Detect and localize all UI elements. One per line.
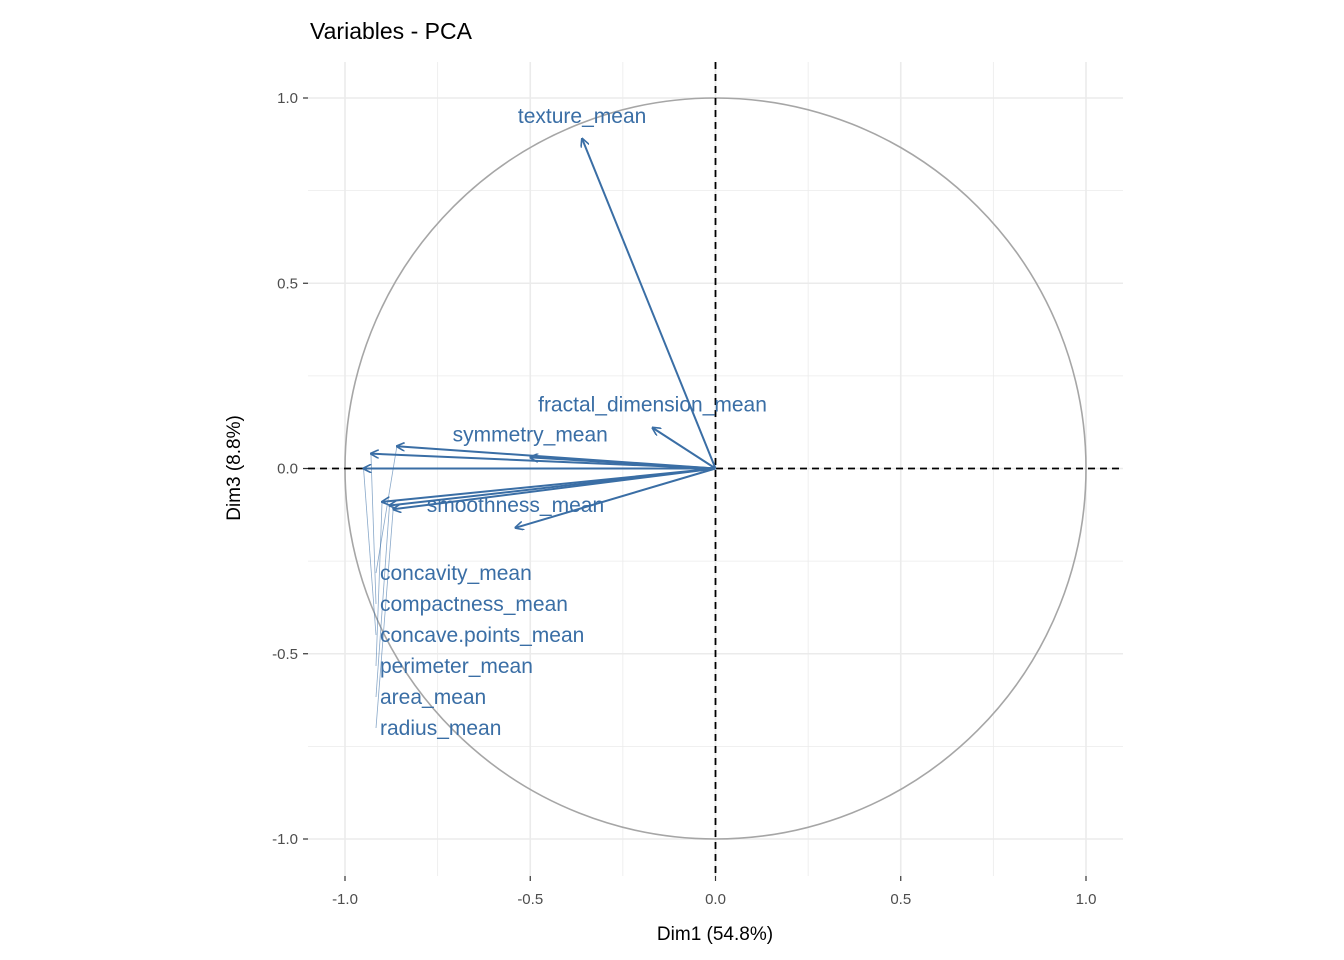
variable-label-concavity_mean: concavity_mean	[380, 562, 532, 585]
variable-labels: texture_mean fractal_dimension_meansymmet…	[363, 105, 767, 740]
y-tick-label: 0.5	[277, 275, 298, 292]
leader-line-concave.points_mean	[363, 468, 377, 636]
variable-label-texture_mean: texture_mean	[518, 105, 646, 128]
y-tick-label: -1.0	[272, 831, 298, 848]
variable-arrow-radius_mean	[393, 467, 716, 510]
plot-panel	[308, 62, 1123, 876]
variable-label-smoothness_mean: smoothness_mean	[427, 494, 604, 517]
variable-label-symmetry_mean: symmetry_mean	[453, 423, 608, 446]
variable-label-concave.points_mean: concave.points_mean	[380, 624, 584, 647]
x-tick-label: 0.0	[705, 891, 726, 908]
leader-line-perimeter_mean	[375, 501, 383, 667]
variable-arrow-concavity_mean	[397, 446, 716, 470]
leader-line-radius_mean	[375, 509, 394, 729]
variable-arrow-smoothness_mean	[515, 467, 716, 528]
variable-label-perimeter_mean: perimeter_mean	[380, 655, 533, 678]
variable-arrow-compactness_mean	[371, 454, 716, 470]
x-tick-label: -0.5	[517, 891, 543, 908]
x-tick-label: 0.5	[890, 891, 911, 908]
y-tick-label: 0.0	[277, 461, 298, 478]
x-tick-label: 1.0	[1076, 891, 1097, 908]
variable-arrow-fractal_dimension_mean	[653, 428, 717, 470]
variable-label-area_mean: area_mean	[380, 686, 486, 709]
variable-label-radius_mean: radius_mean	[380, 717, 501, 740]
variable-label-fractal_dimension_mean: fractal_dimension_mean	[538, 394, 767, 417]
variable-label-compactness_mean: compactness_mean	[380, 593, 568, 616]
x-axis-title: Dim1 (54.8%)	[657, 924, 773, 945]
leader-line-concavity_mean	[375, 446, 398, 574]
axis-ticks: -1.0 -0.5 0.0 0.5 1.0 -1.0 -0.5 0.0 0.5 1.0	[272, 90, 1096, 908]
leader-line-area_mean	[375, 505, 390, 698]
leader-line-compactness_mean	[370, 453, 377, 605]
variable-arrow-texture_mean	[582, 139, 717, 469]
y-axis-title: Dim3 (8.8%)	[224, 415, 245, 521]
x-tick-label: -1.0	[332, 891, 358, 908]
y-tick-label: 1.0	[277, 90, 298, 107]
chart-title: Variables - PCA	[310, 18, 473, 44]
y-tick-label: -0.5	[272, 646, 298, 663]
